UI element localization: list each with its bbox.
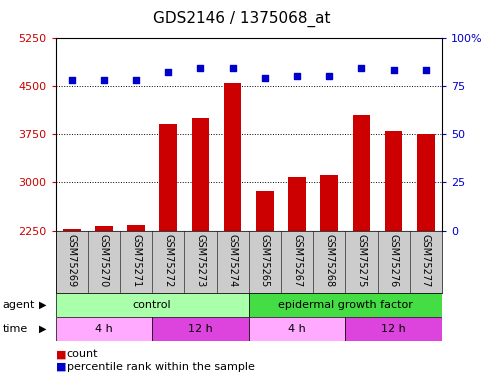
Text: time: time [2, 324, 28, 334]
Text: 12 h: 12 h [188, 324, 213, 334]
Point [357, 65, 365, 71]
Point [197, 65, 204, 71]
Bar [56, 317, 152, 341]
Bar [353, 115, 370, 231]
Text: GSM75277: GSM75277 [421, 234, 431, 287]
Point [293, 73, 301, 79]
Text: GSM75276: GSM75276 [389, 234, 398, 287]
Point [164, 69, 172, 75]
Text: 12 h: 12 h [381, 324, 406, 334]
Bar [288, 177, 306, 231]
Text: ▶: ▶ [39, 324, 46, 334]
Text: GSM75268: GSM75268 [324, 234, 334, 287]
Bar [63, 230, 81, 231]
Bar [385, 131, 402, 231]
Text: GSM75270: GSM75270 [99, 234, 109, 287]
Bar [56, 292, 249, 317]
Text: GSM75272: GSM75272 [163, 234, 173, 287]
Text: GSM75267: GSM75267 [292, 234, 302, 287]
Text: GSM75271: GSM75271 [131, 234, 141, 287]
Point [261, 75, 269, 81]
Point [100, 77, 108, 83]
Text: GDS2146 / 1375068_at: GDS2146 / 1375068_at [153, 11, 330, 27]
Bar [345, 317, 442, 341]
Point [68, 77, 75, 83]
Point [390, 68, 398, 74]
Text: percentile rank within the sample: percentile rank within the sample [67, 362, 255, 372]
Text: agent: agent [2, 300, 35, 310]
Text: control: control [133, 300, 171, 310]
Bar [95, 226, 113, 231]
Text: 4 h: 4 h [288, 324, 306, 334]
Text: 4 h: 4 h [95, 324, 113, 334]
Text: GSM75274: GSM75274 [227, 234, 238, 287]
Bar [320, 175, 338, 231]
Text: GSM75273: GSM75273 [196, 234, 205, 287]
Text: ▶: ▶ [39, 300, 46, 310]
Point [132, 77, 140, 83]
Bar [249, 292, 442, 317]
Bar [224, 82, 242, 231]
Bar [152, 317, 249, 341]
Bar [159, 124, 177, 231]
Bar [417, 134, 435, 231]
Text: GSM75265: GSM75265 [260, 234, 270, 287]
Text: ■: ■ [56, 350, 66, 359]
Bar [256, 191, 274, 231]
Text: epidermal growth factor: epidermal growth factor [278, 300, 413, 310]
Text: count: count [67, 350, 98, 359]
Bar [192, 118, 209, 231]
Point [229, 65, 237, 71]
Bar [249, 317, 345, 341]
Point [326, 73, 333, 79]
Bar [127, 225, 145, 231]
Text: ■: ■ [56, 362, 66, 372]
Text: GSM75269: GSM75269 [67, 234, 77, 287]
Text: GSM75275: GSM75275 [356, 234, 367, 287]
Point [422, 68, 430, 74]
